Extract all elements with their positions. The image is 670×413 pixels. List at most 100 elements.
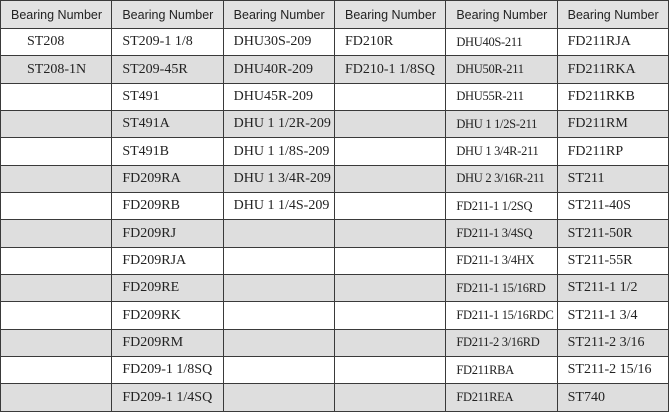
- table-cell: [222, 328, 335, 358]
- table-cell: FD211-1 15/16RD: [445, 274, 558, 303]
- table-cell: ST211-50R: [556, 219, 670, 248]
- table-cell: FD211-1 1/2SQ: [445, 192, 558, 221]
- table-cell: FD211RP: [556, 137, 670, 166]
- table-cell: DHU45R-209: [222, 82, 335, 112]
- table-cell: FD211-1 15/16RDC: [445, 301, 558, 330]
- table-cell: FD209RM: [111, 328, 224, 358]
- table-cell: [222, 274, 335, 303]
- table-cell: [333, 328, 447, 358]
- table-cell: [333, 137, 447, 166]
- table-cell: DHU40R-209: [222, 55, 335, 84]
- table-cell: [0, 301, 113, 330]
- table-cell: [0, 328, 113, 358]
- table-cell: FD209RE: [111, 274, 224, 303]
- table-body: ST208 ST209-1 1/8 DHU30S-209 FD210R DHU40S-2…: [0, 27, 670, 412]
- table-cell: DHU50R-211: [445, 55, 558, 84]
- table-cell: [333, 219, 447, 248]
- table-cell: [222, 246, 335, 276]
- table-cell: FD211REA: [445, 383, 558, 412]
- table-cell: [0, 356, 113, 385]
- table-cell: FD211RKA: [556, 55, 670, 84]
- table-row: FD209RE FD211-1 15/16RD ST211-1 1/2: [0, 274, 670, 303]
- table-cell: DHU 2 3/16R-211: [445, 164, 558, 194]
- table-cell: [0, 110, 113, 139]
- table-row: FD209RJA FD211-1 3/4HX ST211-55R: [0, 246, 670, 276]
- column-header: Bearing Number: [111, 0, 224, 29]
- table-cell: ST208: [0, 27, 113, 57]
- table-cell: ST211-1 1/2: [556, 274, 670, 303]
- table-cell: [222, 356, 335, 385]
- table-cell: ST209-45R: [111, 55, 224, 84]
- table-cell: [0, 383, 113, 412]
- table-cell: [0, 274, 113, 303]
- table-cell: ST491: [111, 82, 224, 112]
- table-row: FD209RB DHU 1 1/4S-209 FD211-1 1/2SQ ST211-…: [0, 192, 670, 221]
- table-cell: DHU 1 1/4S-209: [222, 192, 335, 221]
- table-cell: [333, 164, 447, 194]
- column-header: Bearing Number: [222, 0, 335, 29]
- table-cell: [333, 383, 447, 412]
- table-row: FD209RM FD211-2 3/16RD ST211-2 3/16: [0, 328, 670, 358]
- table-cell: [0, 137, 113, 166]
- table-cell: DHU 1 1/8S-209: [222, 137, 335, 166]
- table-row: ST491A DHU 1 1/2R-209 DHU 1 1/2S-211 FD211R…: [0, 110, 670, 139]
- table-cell: [333, 110, 447, 139]
- table-cell: ST740: [556, 383, 670, 412]
- table-cell: DHU30S-209: [222, 27, 335, 57]
- table-cell: [333, 274, 447, 303]
- table-cell: FD209RA: [111, 164, 224, 194]
- table-cell: FD211RKB: [556, 82, 670, 112]
- table-cell: ST209-1 1/8: [111, 27, 224, 57]
- table-cell: FD211RJA: [556, 27, 670, 57]
- table-cell: DHU 1 3/4R-211: [445, 137, 558, 166]
- table-cell: [0, 82, 113, 112]
- table-cell: ST211-1 3/4: [556, 301, 670, 330]
- table-cell: DHU40S-211: [445, 27, 558, 57]
- table-cell: DHU 1 1/2R-209: [222, 110, 335, 139]
- table-cell: [333, 356, 447, 385]
- table-cell: FD211-1 3/4SQ: [445, 219, 558, 248]
- column-header: Bearing Number: [0, 0, 113, 29]
- table-cell: ST211-55R: [556, 246, 670, 276]
- table-row: ST491B DHU 1 1/8S-209 DHU 1 3/4R-211 FD211R…: [0, 137, 670, 166]
- column-header: Bearing Number: [445, 0, 558, 29]
- table-cell: [222, 219, 335, 248]
- table-cell: FD209-1 1/4SQ: [111, 383, 224, 412]
- table-cell: ST211: [556, 164, 670, 194]
- table-row: ST208 ST209-1 1/8 DHU30S-209 FD210R DHU40S-2…: [0, 27, 670, 57]
- table-cell: FD211-1 3/4HX: [445, 246, 558, 276]
- table-cell: [222, 383, 335, 412]
- table-cell: [333, 301, 447, 330]
- table-cell: [333, 192, 447, 221]
- table-row: ST491 DHU45R-209 DHU55R-211 FD211RKB: [0, 82, 670, 112]
- table-row: FD209RJ FD211-1 3/4SQ ST211-50R: [0, 219, 670, 248]
- table-cell: FD211RBA: [445, 356, 558, 385]
- table-cell: ST491A: [111, 110, 224, 139]
- header-row: Bearing Number Bearing Number Bearing Numb…: [0, 0, 670, 29]
- table-cell: DHU 1 3/4R-209: [222, 164, 335, 194]
- table-cell: FD209RJ: [111, 219, 224, 248]
- table-cell: FD210R: [333, 27, 447, 57]
- table-cell: DHU 1 1/2S-211: [445, 110, 558, 139]
- table-cell: [222, 301, 335, 330]
- table-cell: [333, 246, 447, 276]
- table-row: FD209RA DHU 1 3/4R-209 DHU 2 3/16R-211 ST21…: [0, 164, 670, 194]
- table-cell: FD209RK: [111, 301, 224, 330]
- table-row: FD209-1 1/8SQ FD211RBA ST211-2 15/16: [0, 356, 670, 385]
- table-cell: [333, 82, 447, 112]
- column-header: Bearing Number: [556, 0, 670, 29]
- table-cell: ST208-1N: [0, 55, 113, 84]
- table-cell: FD211RM: [556, 110, 670, 139]
- table-cell: DHU55R-211: [445, 82, 558, 112]
- table-cell: FD210-1 1/8SQ: [333, 55, 447, 84]
- table-cell: FD211-2 3/16RD: [445, 328, 558, 358]
- table-cell: ST491B: [111, 137, 224, 166]
- table-cell: [0, 192, 113, 221]
- table-cell: FD209-1 1/8SQ: [111, 356, 224, 385]
- table-header: Bearing Number Bearing Number Bearing Numb…: [0, 0, 670, 29]
- table-row: ST208-1N ST209-45R DHU40R-209 FD210-1 1/8SQ…: [0, 55, 670, 84]
- table-cell: [0, 246, 113, 276]
- table-cell: FD209RB: [111, 192, 224, 221]
- table-cell: ST211-2 3/16: [556, 328, 670, 358]
